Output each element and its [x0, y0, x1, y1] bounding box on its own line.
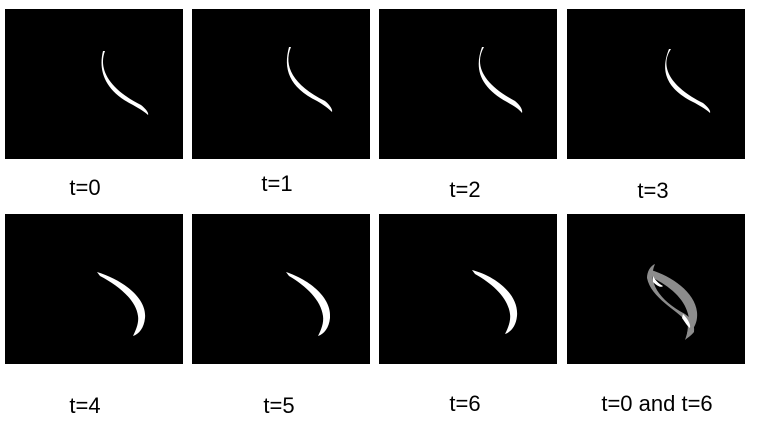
frame-t2	[379, 9, 557, 159]
worm-t6-image	[472, 270, 518, 334]
worm-t2-image	[478, 47, 523, 113]
worm-t3-image	[665, 49, 711, 113]
worm-t5-image	[286, 272, 331, 336]
worm-t1-image	[286, 47, 333, 112]
frame-t0	[5, 9, 183, 159]
frame-t0-and-t6-overlay	[567, 214, 745, 364]
frame-t3	[567, 9, 745, 159]
label-t0: t=0	[69, 175, 101, 200]
frame-t6	[379, 214, 557, 364]
label-t2: t=2	[449, 177, 481, 202]
label-t1: t=1	[261, 171, 293, 196]
worm-t4-image	[97, 272, 146, 336]
frame-t4	[5, 214, 183, 364]
frame-t1	[192, 9, 370, 159]
label-t3: t=3	[637, 178, 669, 203]
worm-t0-image	[101, 51, 149, 115]
frame-t5	[192, 214, 370, 364]
label-t4: t=4	[69, 393, 101, 418]
label-t6: t=6	[449, 391, 481, 416]
worm-overlay-image	[647, 264, 698, 340]
label-t5: t=5	[263, 393, 295, 418]
label-t0-and-t6: t=0 and t=6	[601, 391, 713, 416]
